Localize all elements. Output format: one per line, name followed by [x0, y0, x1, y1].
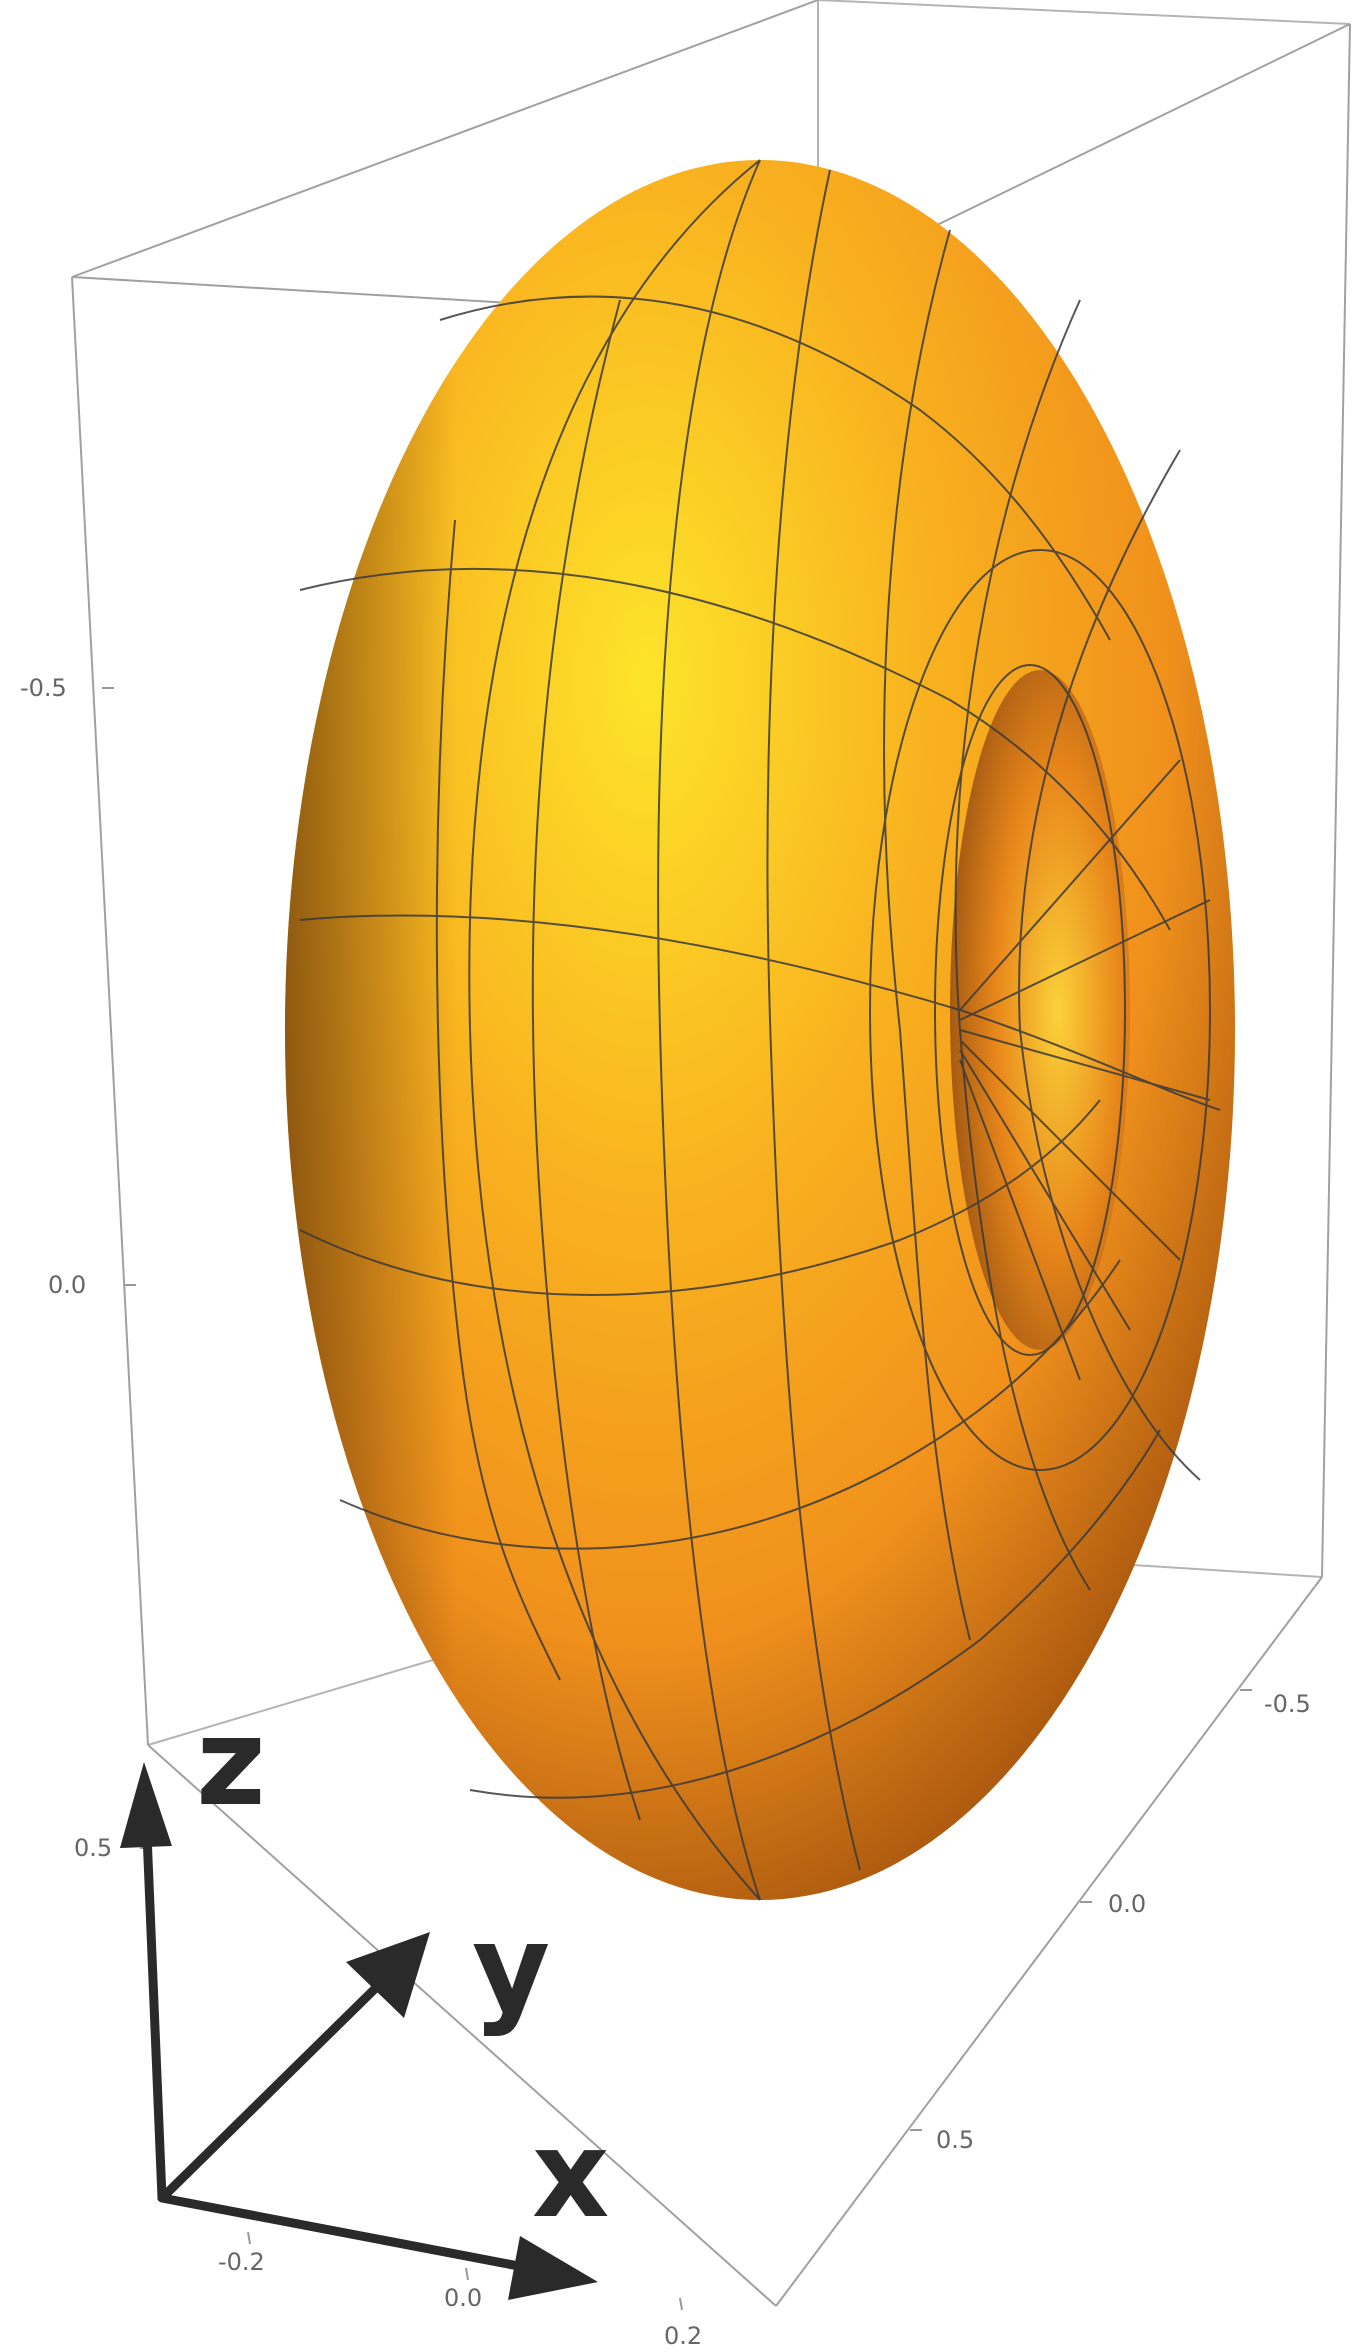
tick-label-bottom: -0.2 — [218, 2248, 265, 2276]
tick-label-vertical: 0.5 — [74, 1834, 112, 1862]
tick-label-depth: 0.5 — [936, 2126, 974, 2154]
y-arrow-head — [346, 1932, 430, 2018]
z-axis-label: z — [196, 1694, 266, 1833]
tick-label-bottom: 0.0 — [444, 2284, 482, 2312]
x-arrow-shaft — [157, 2193, 555, 2277]
tick-label-depth: -0.5 — [1264, 1690, 1311, 1718]
depth-axis: -0.5 0.0 0.5 — [910, 1689, 1311, 2154]
torus-surface — [285, 160, 1235, 1900]
torus-hole — [950, 670, 1130, 1350]
z-arrow-head — [120, 1762, 172, 1848]
z-arrow-shaft — [141, 1805, 167, 2203]
tick-label-bottom: 0.2 — [664, 2322, 702, 2350]
torus-mesh — [299, 159, 1221, 1901]
tick-label-vertical: -0.5 — [20, 674, 67, 702]
tick-label-depth: 0.0 — [1108, 1890, 1146, 1918]
y-arrow-shaft — [157, 1963, 401, 2203]
x-axis-label: x — [532, 2106, 609, 2245]
y-axis-label: y — [472, 1900, 550, 2039]
bottom-axis: -0.2 0.0 0.2 — [218, 2231, 702, 2350]
axis-indicator: z y x — [120, 1694, 609, 2300]
tick-label-vertical: 0.0 — [48, 1271, 86, 1299]
x-arrow-head — [508, 2236, 598, 2300]
vertical-axis: -0.5 0.0 0.5 — [20, 674, 152, 1862]
